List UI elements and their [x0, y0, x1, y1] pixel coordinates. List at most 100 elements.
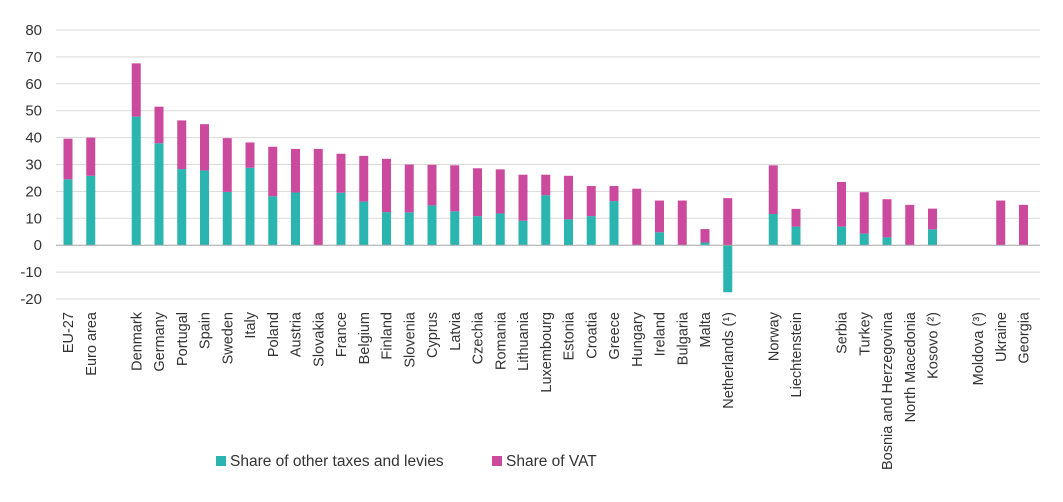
bar-vat — [564, 175, 573, 220]
category-label: Sweden — [220, 312, 236, 364]
bar-vat — [791, 208, 801, 227]
category-label: Romania — [493, 311, 509, 370]
bar-other-taxes — [564, 219, 573, 246]
category-label: Cyprus — [425, 312, 441, 358]
category-label: Bulgaria — [675, 311, 691, 365]
category-label: Austria — [289, 311, 305, 357]
bar-vat — [905, 204, 915, 246]
bar-other-taxes — [359, 201, 369, 246]
bar-vat — [404, 164, 414, 213]
category-label: Norway — [766, 311, 782, 361]
bar-other-taxes — [63, 179, 73, 246]
bar-other-taxes — [541, 195, 551, 246]
category-label: Kosovo (²) — [926, 312, 942, 379]
bar-vat — [245, 142, 255, 168]
bar-vat — [177, 120, 187, 170]
category-label: Spain — [198, 312, 214, 349]
category-label: Denmark — [129, 311, 145, 371]
bar-other-taxes — [723, 245, 733, 293]
category-label: Ireland — [653, 312, 669, 356]
bar-other-taxes — [154, 143, 164, 246]
bar-other-taxes — [222, 191, 232, 246]
bar-vat — [473, 168, 482, 217]
bar-vat — [655, 200, 664, 233]
y-tick-label: 50 — [25, 103, 42, 120]
category-label: Slovakia — [311, 311, 327, 367]
bar-other-taxes — [859, 233, 869, 246]
category-label: Malta — [698, 311, 714, 347]
category-label: Moldova (³) — [971, 312, 987, 385]
bar-vat — [996, 200, 1006, 246]
bar-other-taxes — [382, 212, 391, 246]
bar-other-taxes — [791, 226, 801, 246]
bar-vat — [1019, 204, 1028, 246]
bar-vat — [336, 153, 346, 193]
gridlines — [56, 29, 1040, 300]
bar-vat — [837, 181, 846, 227]
y-tick-label: 20 — [25, 183, 42, 200]
bar-other-taxes — [700, 242, 710, 246]
bar-other-taxes — [336, 192, 346, 246]
bar-other-taxes — [586, 216, 596, 246]
bar-vat — [268, 146, 278, 197]
bar-vat — [222, 138, 232, 192]
bar-vat — [677, 200, 687, 246]
bar-other-taxes — [518, 220, 528, 246]
x-axis-category-labels: EU-27 Euro area Denmark Germany Portugal Spai… — [61, 311, 1033, 470]
bar-other-taxes — [427, 205, 437, 246]
bar-vat — [200, 124, 209, 171]
bar-vat — [632, 188, 642, 246]
bar-vat — [882, 199, 892, 238]
bars — [63, 63, 1028, 293]
y-tick-label: 40 — [25, 130, 42, 147]
category-label: Belgium — [357, 312, 373, 364]
bar-vat — [86, 137, 96, 176]
legend-label: Share of other taxes and levies — [230, 453, 444, 470]
y-axis-tick-labels: 80 70 60 50 40 30 20 10 0 -10 -20 — [20, 22, 42, 308]
bar-vat — [313, 148, 323, 246]
category-label: Slovenia — [402, 311, 418, 368]
category-label: France — [334, 312, 350, 357]
category-label: Bosnia and Herzegovina — [880, 311, 896, 470]
legend-swatch — [492, 456, 502, 466]
bar-other-taxes — [450, 211, 460, 246]
category-label: Georgia — [1017, 311, 1033, 364]
bar-vat — [700, 229, 710, 243]
y-tick-label: 80 — [25, 22, 42, 39]
bar-vat — [723, 198, 733, 246]
y-tick-label: 30 — [25, 157, 42, 174]
bar-other-taxes — [245, 167, 255, 246]
bar-other-taxes — [268, 196, 278, 246]
category-label: Italy — [243, 311, 259, 338]
bar-other-taxes — [837, 226, 846, 246]
category-label: Finland — [380, 312, 396, 360]
category-label: Croatia — [584, 311, 600, 359]
bar-vat — [495, 169, 505, 214]
y-tick-label: 60 — [25, 76, 42, 93]
bar-vat — [154, 106, 164, 144]
bar-other-taxes — [404, 212, 414, 246]
category-label: North Macedonia — [903, 311, 919, 422]
category-label: Serbia — [835, 311, 851, 354]
y-tick-label: 10 — [25, 210, 42, 227]
y-tick-label: -10 — [20, 264, 42, 281]
bar-vat — [427, 164, 437, 206]
bar-other-taxes — [495, 213, 505, 246]
bar-vat — [291, 148, 300, 193]
bar-vat — [131, 63, 141, 117]
bar-vat — [586, 186, 596, 217]
bar-vat — [518, 174, 528, 221]
category-label: Liechtenstein — [789, 312, 805, 397]
category-label: Greece — [607, 312, 623, 360]
bar-vat — [859, 192, 869, 234]
y-tick-label: 0 — [34, 237, 42, 254]
category-label: Portugal — [175, 312, 191, 366]
category-label: Turkey — [857, 311, 873, 356]
bar-other-taxes — [655, 232, 664, 246]
category-label: Ukraine — [994, 312, 1010, 362]
category-label: Poland — [266, 312, 282, 357]
bar-vat — [928, 208, 937, 230]
bar-vat — [768, 165, 778, 214]
